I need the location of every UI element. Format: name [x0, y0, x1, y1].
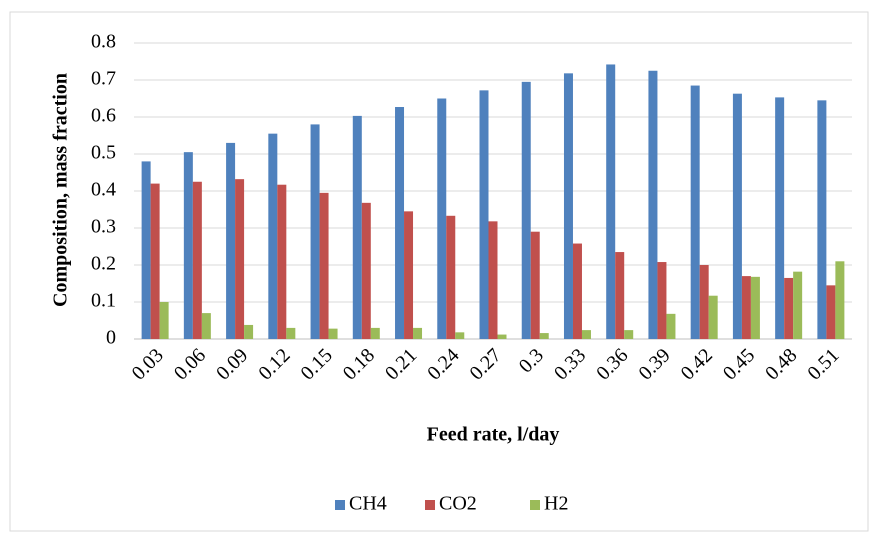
bar — [235, 179, 245, 339]
bar — [268, 133, 278, 339]
bar — [310, 124, 320, 340]
y-tick-label: 0.7 — [91, 68, 116, 90]
x-tick-label: 0.06 — [170, 344, 210, 384]
bar — [277, 184, 287, 339]
bar — [395, 107, 405, 339]
x-tick-label: 0.21 — [381, 344, 421, 384]
x-tick-label: 0.15 — [297, 344, 337, 384]
bar — [732, 93, 742, 339]
x-tick-label: 0.03 — [128, 344, 168, 384]
bar — [319, 192, 329, 339]
bar — [226, 142, 236, 339]
bar — [497, 334, 507, 339]
bar — [521, 81, 531, 339]
bar — [446, 215, 456, 339]
bar — [159, 302, 169, 339]
legend-swatch — [335, 500, 345, 510]
bar — [404, 211, 414, 339]
x-tick-label: 0.42 — [677, 344, 717, 384]
bar — [793, 271, 803, 339]
legend-swatch — [530, 500, 540, 510]
x-tick-label: 0.36 — [592, 344, 632, 384]
bar — [817, 100, 827, 339]
x-tick-label: 0.51 — [803, 344, 843, 384]
y-tick-label: 0.5 — [91, 142, 116, 164]
bar — [699, 265, 709, 339]
bar — [657, 262, 667, 339]
bar — [615, 252, 625, 339]
bar — [784, 277, 794, 339]
bar — [141, 161, 151, 339]
x-tick-label: 0.09 — [212, 344, 252, 384]
bar — [150, 183, 160, 339]
bar — [581, 330, 591, 339]
bar — [328, 328, 338, 339]
bar — [361, 202, 371, 339]
y-tick-label: 0.2 — [91, 253, 116, 275]
bar — [826, 285, 836, 339]
bar — [437, 98, 447, 339]
x-tick-label: 0.12 — [254, 344, 294, 384]
bar — [455, 332, 465, 339]
bar — [192, 181, 202, 339]
legend-label: H2 — [544, 493, 568, 515]
y-tick-label: 0.1 — [91, 290, 116, 312]
bar — [479, 90, 489, 339]
bar — [352, 115, 362, 339]
bar — [606, 64, 616, 340]
x-tick-label: 0.45 — [719, 344, 759, 384]
bar — [835, 261, 845, 339]
y-tick-label: 0.4 — [91, 179, 116, 201]
x-tick-label: 0.39 — [634, 344, 674, 384]
bar — [183, 152, 193, 339]
bar — [286, 327, 296, 339]
y-tick-label: 0.6 — [91, 105, 116, 127]
x-tick-label: 0.33 — [550, 344, 590, 384]
bar — [563, 73, 573, 339]
legend-label: CO2 — [439, 493, 477, 515]
y-tick-label: 0 — [106, 327, 116, 349]
bar — [708, 295, 718, 339]
x-tick-label: 0.27 — [465, 344, 505, 384]
y-tick-label: 0.3 — [91, 216, 116, 238]
bar — [539, 333, 549, 339]
bar — [648, 70, 658, 339]
x-tick-label: 0.48 — [761, 344, 801, 384]
bar — [750, 276, 760, 339]
bar — [201, 313, 211, 339]
bar — [244, 324, 254, 339]
chart-frame — [9, 11, 869, 532]
bar — [572, 243, 582, 339]
y-tick-label: 0.8 — [91, 31, 116, 53]
bar — [624, 330, 634, 339]
legend-swatch — [425, 500, 435, 510]
x-tick-label: 0.18 — [339, 344, 379, 384]
y-axis-title: Composition, mass fraction — [50, 73, 72, 307]
x-axis-title: Feed rate, l/day — [427, 424, 560, 446]
legend-label: CH4 — [349, 493, 387, 515]
bar — [413, 327, 423, 339]
bar — [690, 85, 700, 339]
bar — [530, 231, 540, 339]
bar — [370, 327, 380, 339]
x-tick-label: 0.3 — [515, 344, 548, 377]
bar — [775, 97, 785, 339]
bar — [488, 221, 498, 339]
bar — [666, 313, 676, 339]
x-tick-label: 0.24 — [423, 344, 463, 384]
bar — [741, 276, 751, 339]
